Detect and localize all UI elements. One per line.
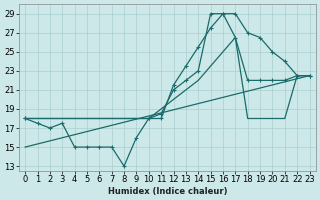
X-axis label: Humidex (Indice chaleur): Humidex (Indice chaleur) — [108, 187, 227, 196]
